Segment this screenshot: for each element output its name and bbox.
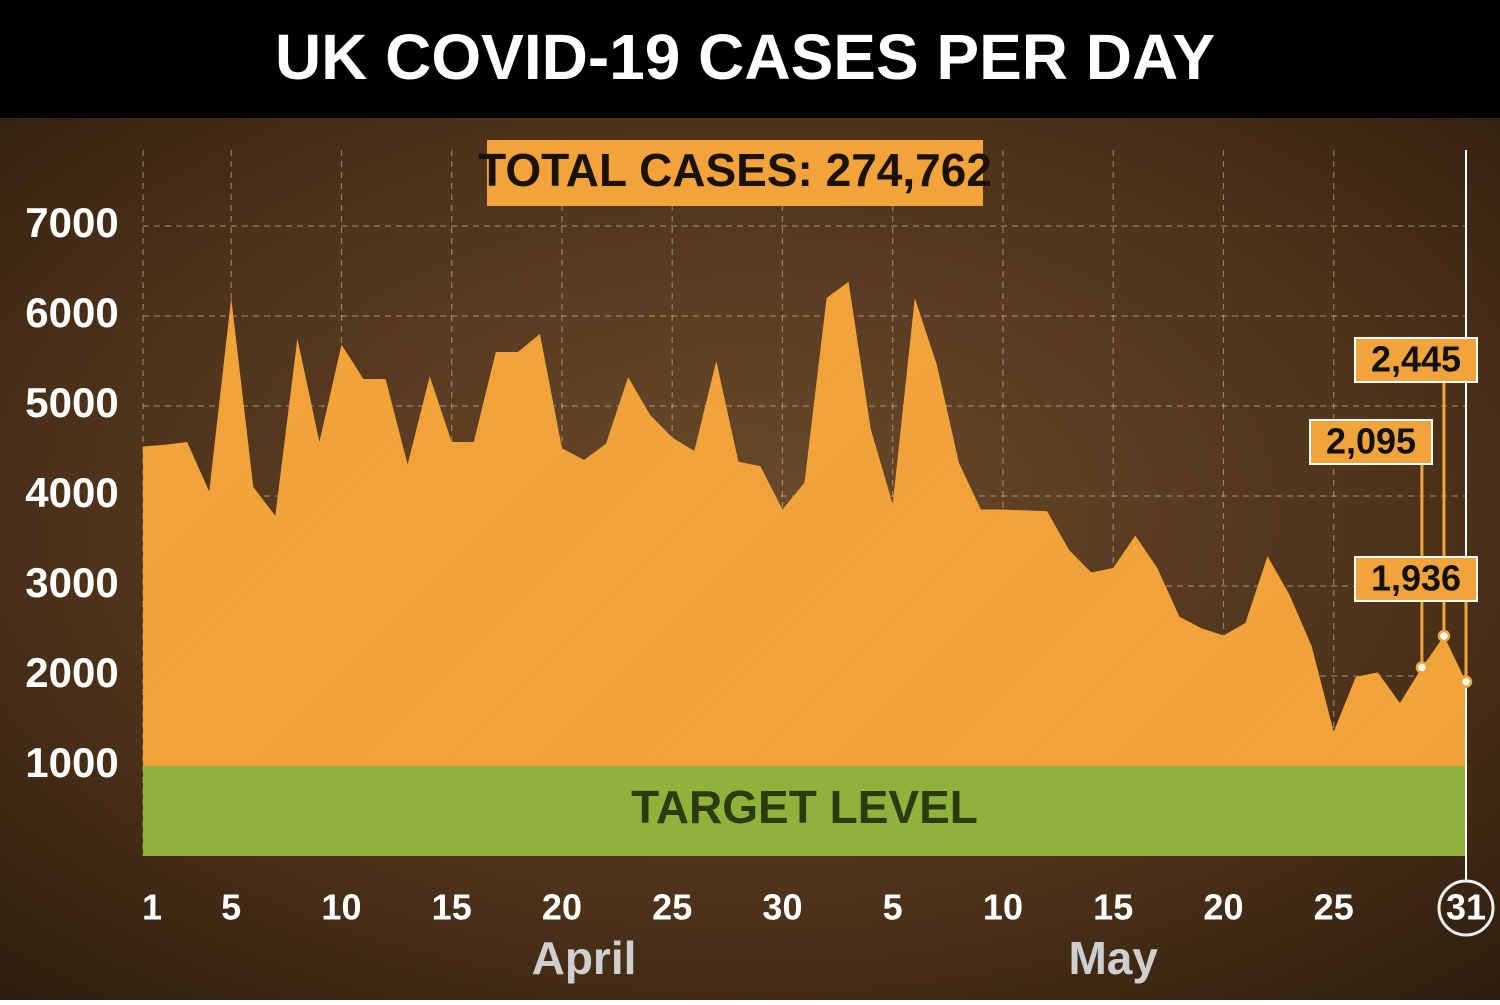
y-tick-label: 2000	[25, 649, 118, 696]
data-label: 2,095	[1326, 421, 1416, 462]
total-label: TOTAL CASES: 274,762	[478, 144, 992, 196]
y-tick-label: 4000	[25, 469, 118, 516]
callout-box	[1354, 556, 1478, 602]
x-tick-label: 20	[542, 887, 582, 928]
x-tick-label: 15	[1093, 887, 1133, 928]
chart-title: UK COVID-19 CASES PER DAY	[275, 21, 1215, 93]
month-label: May	[1068, 932, 1158, 984]
y-tick-label: 1000	[25, 739, 118, 786]
last-day-circle	[1437, 879, 1495, 937]
data-label: 1,936	[1371, 558, 1461, 599]
point-marker	[1459, 675, 1473, 689]
data-label: 2,445	[1371, 339, 1461, 380]
x-tick-label: 1	[142, 887, 162, 928]
x-tick-label: 30	[762, 887, 802, 928]
target-band	[143, 766, 1466, 856]
point-marker	[1437, 629, 1451, 643]
y-tick-label: 3000	[25, 559, 118, 606]
x-tick-label: 5	[883, 887, 903, 928]
x-tick-label: 5	[221, 887, 241, 928]
y-tick-label: 6000	[25, 289, 118, 336]
y-tick-label: 7000	[25, 199, 118, 246]
x-tick-label: 31	[1446, 887, 1486, 928]
x-tick-label: 25	[1314, 887, 1354, 928]
callout-box	[1354, 337, 1478, 383]
plot	[143, 281, 1466, 856]
area-hatch	[143, 281, 1466, 856]
y-tick-label: 5000	[25, 379, 118, 426]
target-label: TARGET LEVEL	[631, 781, 978, 833]
month-label: April	[532, 932, 637, 984]
title-bar	[0, 0, 1500, 118]
x-tick-label: 10	[983, 887, 1023, 928]
callout-box	[1309, 419, 1433, 465]
x-tick-label: 20	[1203, 887, 1243, 928]
total-box	[487, 140, 983, 206]
x-tick-label: 15	[432, 887, 472, 928]
x-tick-label: 10	[321, 887, 361, 928]
point-marker	[1415, 661, 1429, 674]
x-tick-label: 25	[652, 887, 692, 928]
